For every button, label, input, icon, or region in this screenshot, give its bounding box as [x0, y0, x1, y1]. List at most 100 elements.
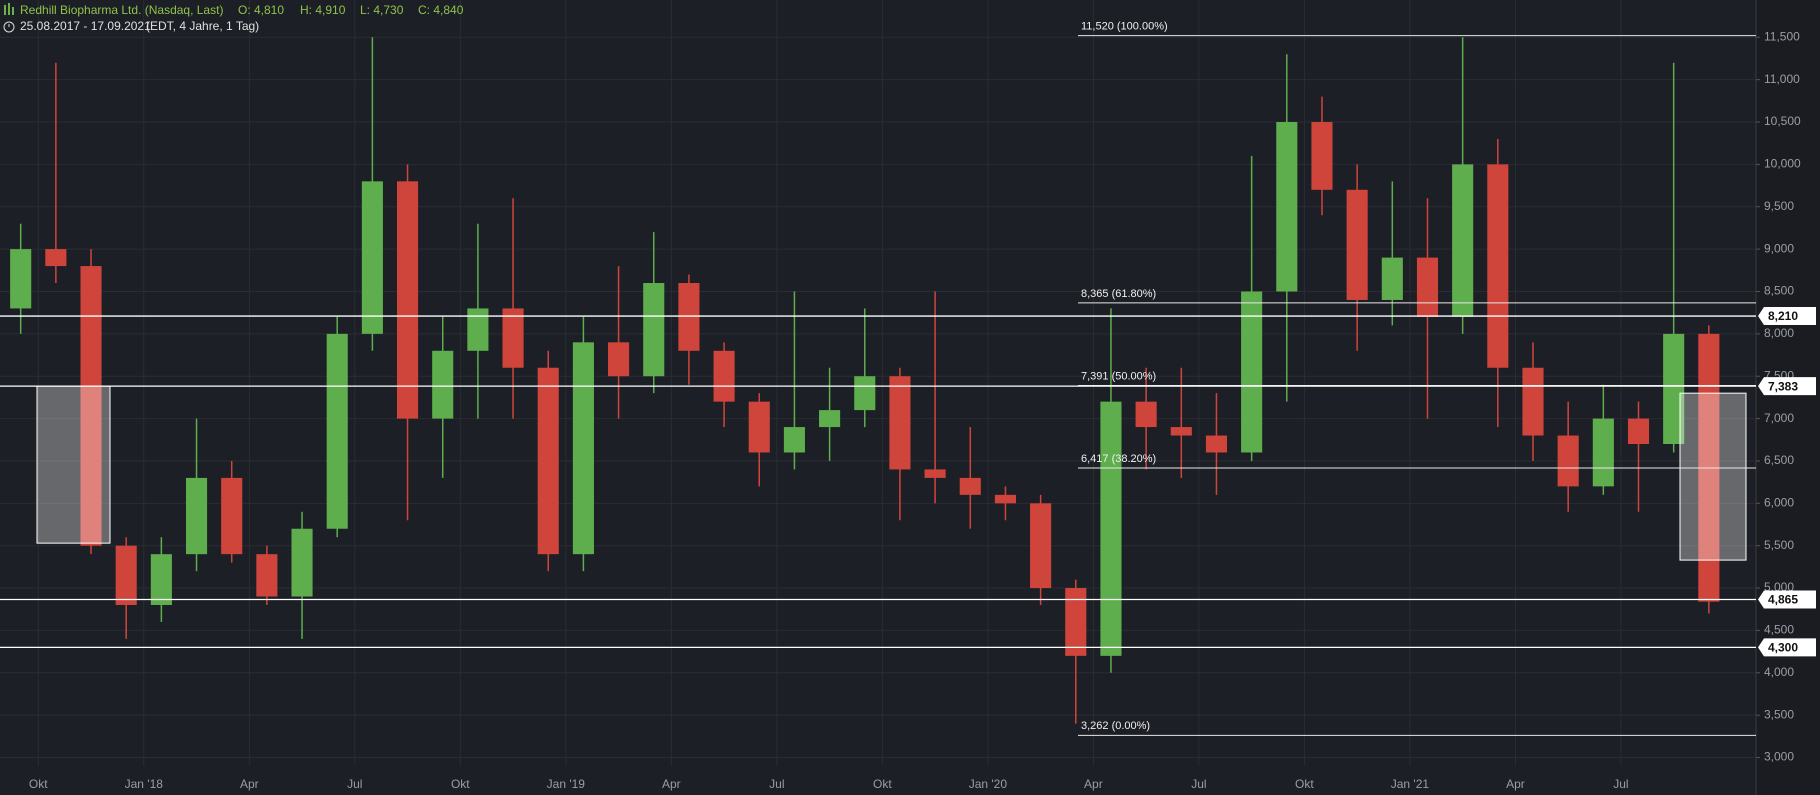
fib-label: 11,520 (100.00%) — [1081, 20, 1168, 32]
candle-body — [994, 494, 1016, 504]
x-tick-label: Jul — [769, 777, 784, 791]
range-info: (EDT, 4 Jahre, 1 Tag) — [146, 19, 259, 33]
candle-body — [256, 554, 278, 597]
candle-body — [1487, 164, 1509, 368]
candle-body — [45, 249, 67, 267]
candle-body — [748, 401, 770, 453]
x-tick-label: Okt — [873, 777, 892, 791]
range-box — [1679, 392, 1747, 561]
x-tick-label: Okt — [1295, 777, 1314, 791]
candle-body — [608, 342, 630, 377]
y-tick-label: 4,000 — [1764, 665, 1794, 679]
candle-body — [115, 545, 137, 606]
candle-body — [221, 477, 243, 555]
logo-bar — [12, 7, 14, 15]
candle-body — [1663, 333, 1685, 445]
candle-body — [854, 376, 876, 411]
x-tick-label: Jul — [347, 777, 362, 791]
candle-body — [1522, 367, 1544, 436]
y-tick-label: 8,500 — [1764, 284, 1794, 298]
y-tick-label: 11,500 — [1764, 29, 1800, 43]
fib-label: 7,391 (50.00%) — [1081, 370, 1156, 382]
y-tick-label: 9,000 — [1764, 241, 1794, 255]
x-tick-label: Jul — [1191, 777, 1206, 791]
y-tick-label: 4,500 — [1764, 623, 1794, 637]
x-tick-label: Jan '19 — [547, 777, 586, 791]
x-tick-label: Apr — [662, 777, 681, 791]
candle-body — [783, 427, 805, 453]
close-value: C: 4,840 — [418, 3, 464, 17]
annotations: 11,520 (100.00%) 8,365 (61.80%) 7,391 (50.… — [0, 20, 1816, 736]
x-tick-label: Apr — [240, 777, 259, 791]
candle-body — [1170, 427, 1192, 436]
y-tick-label: 10,500 — [1764, 114, 1801, 128]
candle-body — [150, 554, 172, 606]
candle-body — [502, 308, 524, 368]
candle-body — [1065, 588, 1087, 656]
logo-bar — [4, 5, 6, 15]
clock-icon — [3, 21, 15, 33]
y-tick-label: 9,500 — [1764, 199, 1794, 213]
candle-body — [361, 181, 383, 334]
candle-body — [1030, 503, 1052, 589]
price-tag-bg — [1758, 590, 1816, 609]
candle-body — [1627, 418, 1650, 445]
y-tick-label: 6,000 — [1764, 495, 1794, 509]
y-tick-label: 10,000 — [1764, 157, 1801, 171]
header: Redhill Biopharma Ltd. (Nasdaq, Last) O:… — [3, 3, 464, 33]
date-range: 25.08.2017 - 17.09.2021 — [20, 19, 151, 33]
x-tick-label: Okt — [451, 777, 470, 791]
candle-body — [959, 477, 981, 495]
x-tick-label: Apr — [1084, 777, 1103, 791]
candle-body — [1276, 122, 1298, 292]
price-tag-bg — [1758, 638, 1816, 657]
fib-label: 8,365 (61.80%) — [1081, 288, 1156, 300]
price-tag-label: 8,210 — [1768, 309, 1798, 323]
candle-body — [326, 333, 348, 529]
candle-body — [80, 266, 102, 546]
candle-body — [713, 350, 735, 402]
candle-body — [643, 283, 665, 377]
candle-body — [1135, 401, 1157, 428]
candle-body — [1592, 418, 1614, 487]
price-tag-bg — [1758, 307, 1816, 326]
price-tag-label: 7,383 — [1768, 379, 1798, 393]
candle-body — [1100, 401, 1122, 656]
candle-body — [1452, 164, 1474, 317]
candle-body — [467, 308, 489, 351]
y-tick-label: 3,500 — [1764, 707, 1794, 721]
range-box — [36, 385, 111, 544]
candle-body — [537, 367, 559, 555]
y-tick-label: 3,000 — [1764, 750, 1794, 764]
candle-body — [1381, 257, 1403, 300]
fib-label: 3,262 (0.00%) — [1081, 720, 1150, 732]
candle-body — [291, 528, 313, 597]
candle-body — [1311, 122, 1333, 190]
candle-body — [572, 342, 594, 555]
x-tick-label: Okt — [29, 777, 48, 791]
candle-body — [1205, 435, 1228, 453]
x-tick-label: Jul — [1613, 777, 1628, 791]
price-tag-label: 4,300 — [1768, 641, 1798, 655]
candle-body — [10, 249, 32, 309]
y-tick-label: 6,500 — [1764, 453, 1794, 467]
price-tag-label: 4,865 — [1768, 593, 1798, 607]
candle-body — [1416, 257, 1439, 317]
fib-label: 6,417 (38.20%) — [1081, 453, 1156, 465]
x-tick-label: Jan '18 — [125, 777, 164, 791]
x-tick-label: Jan '21 — [1391, 777, 1430, 791]
candle-body — [1241, 291, 1263, 453]
y-tick-label: 7,000 — [1764, 411, 1794, 425]
candle-body — [185, 477, 208, 555]
y-tick-label: 8,000 — [1764, 326, 1794, 340]
candles — [10, 37, 1720, 724]
price-axis-area — [1756, 0, 1820, 795]
high-value: H: 4,910 — [300, 3, 346, 17]
candle-body — [1346, 189, 1368, 300]
candle-body — [924, 469, 946, 478]
x-tick-label: Jan '20 — [969, 777, 1008, 791]
candle-body — [819, 410, 841, 428]
candle-body — [397, 181, 419, 419]
